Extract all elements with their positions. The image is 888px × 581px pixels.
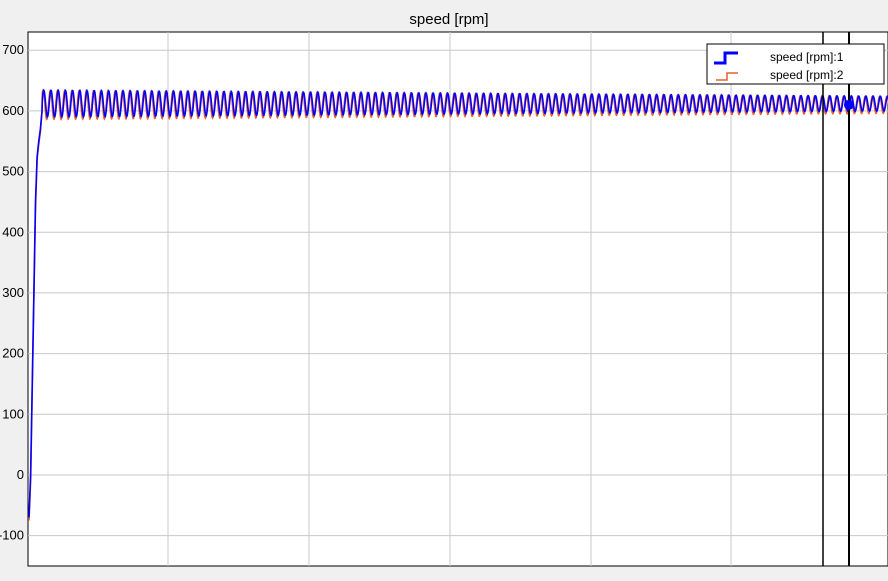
y-tick-label: 400 xyxy=(2,224,24,239)
chart-title: speed [rpm] xyxy=(409,11,488,28)
legend-swatch-series-1 xyxy=(714,51,738,65)
y-tick-label: 300 xyxy=(2,285,24,300)
cursor-marker[interactable] xyxy=(844,99,854,110)
legend: speed [rpm]:1 speed [rpm]:2 xyxy=(706,43,885,85)
y-tick-label: 0 xyxy=(17,467,24,482)
plot-area xyxy=(27,31,888,567)
y-tick-label: 100 xyxy=(2,406,24,421)
y-tick-label: -100 xyxy=(0,528,24,543)
y-tick-label: 500 xyxy=(2,164,24,179)
legend-label-series-1: speed [rpm]:1 xyxy=(770,50,844,64)
y-tick-label: 200 xyxy=(2,346,24,361)
legend-label-series-2: speed [rpm]:2 xyxy=(770,68,844,82)
series-speed-1-line xyxy=(28,88,888,518)
y-tick-label: 700 xyxy=(2,42,24,57)
y-tick-label: 600 xyxy=(2,103,24,118)
y-axis-ticks: -100 0 100 200 300 400 500 600 700 xyxy=(0,42,24,542)
legend-swatch-series-2 xyxy=(716,72,738,81)
